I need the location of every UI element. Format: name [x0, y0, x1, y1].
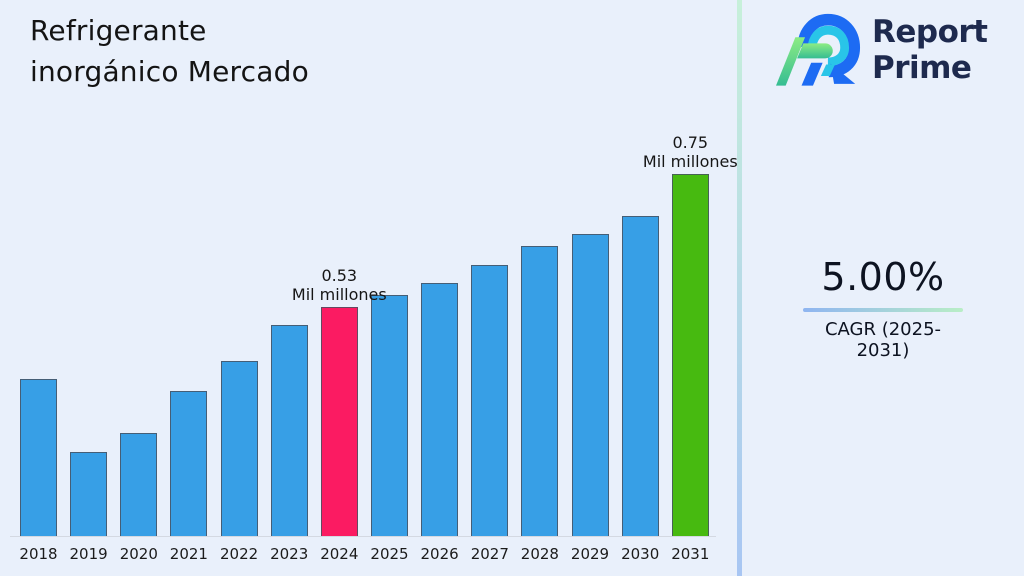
bar-chart: 2018 2019 2020 2021 2022 2023 2024 2025 2026 2027…: [10, 133, 738, 563]
x-tick-2027: 2027: [470, 545, 509, 563]
bar-2030: [621, 216, 659, 536]
x-tick-2030: 2030: [621, 545, 660, 563]
report-prime-logo-icon: [776, 13, 861, 86]
annotation-2031: 0.75 Mil millones: [642, 133, 738, 171]
logo-text-line1: Report: [872, 14, 988, 50]
cagr-value: 5.00%: [821, 255, 945, 299]
x-tick-2031: 2031: [671, 545, 710, 563]
bar-2024: [320, 307, 358, 536]
x-tick-2028: 2028: [520, 545, 559, 563]
x-tick-2021: 2021: [169, 545, 208, 563]
page-title-line1: Refrigerante: [30, 14, 207, 47]
bar-2019: [70, 452, 108, 536]
bar-2029: [571, 234, 609, 536]
vertical-divider: [737, 0, 742, 576]
cagr-stat: 5.00% CAGR (2025-2031): [803, 255, 963, 361]
x-tick-2020: 2020: [119, 545, 158, 563]
bar-2023: [270, 325, 308, 536]
bar-2022: [220, 361, 258, 536]
annotation-2024: 0.53 Mil millones: [291, 266, 387, 304]
cagr-label: CAGR (2025-2031): [824, 319, 942, 361]
x-tick-2019: 2019: [69, 545, 108, 563]
x-axis-line: [10, 536, 716, 537]
x-tick-2029: 2029: [570, 545, 610, 563]
x-tick-2023: 2023: [270, 545, 309, 563]
bar-2027: [471, 265, 509, 536]
cagr-underline: [803, 308, 963, 312]
bar-2028: [521, 246, 559, 536]
x-tick-2018: 2018: [19, 545, 58, 563]
report-prime-logo-text: Report Prime: [872, 14, 988, 86]
x-tick-2024: 2024: [320, 545, 359, 563]
bar-2021: [170, 391, 208, 536]
bar-2018: [20, 379, 57, 536]
bar-2031: [671, 174, 709, 536]
bar-2020: [120, 433, 158, 536]
x-tick-2025: 2025: [370, 545, 409, 563]
bar-2025: [371, 295, 408, 536]
page-title: Refrigerante inorgánico Mercado: [30, 10, 309, 92]
logo-text-line2: Prime: [872, 50, 972, 86]
bar-2026: [421, 283, 459, 536]
report-prime-logo: Report Prime: [776, 6, 988, 94]
x-tick-2022: 2022: [220, 545, 259, 563]
x-tick-2026: 2026: [420, 545, 459, 563]
page-title-line2: inorgánico Mercado: [30, 55, 309, 88]
